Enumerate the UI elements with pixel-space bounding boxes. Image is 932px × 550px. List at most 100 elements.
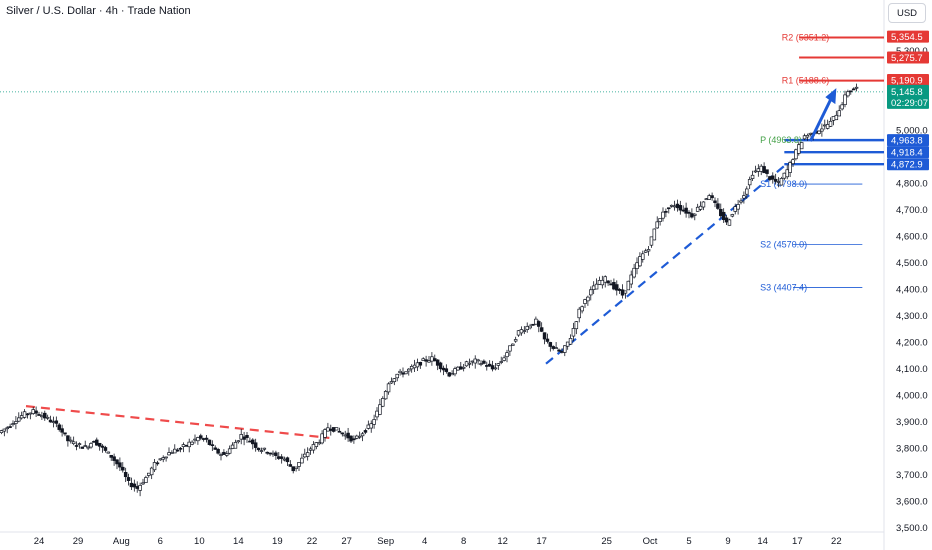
candle-up [389,381,394,384]
candle-up [2,428,7,432]
candle-down [256,447,261,451]
candle-up [236,440,241,443]
candle-up [412,364,417,369]
candle-up [658,218,662,222]
candle-up [742,195,746,199]
countdown-label: 02:29:07 [891,98,928,109]
y-tick-label: 4,200.0 [896,338,928,349]
candle-down [849,90,853,93]
candle-up [473,358,477,364]
candle-down [132,483,137,488]
candle-down [129,482,134,488]
candle-up [727,219,732,226]
candle-down [216,448,220,454]
candle-up [603,276,607,283]
candle-up [225,453,229,456]
arrow-head [825,88,837,105]
candle-up [141,482,145,485]
candle-up [635,262,639,269]
candle-up [196,437,200,442]
candle-up [513,339,518,342]
candle-down [118,462,122,468]
candle-up [271,452,275,455]
candle-up [508,345,512,352]
candle-down [768,176,772,180]
candle-up [586,296,590,302]
candle-down [95,439,99,446]
candle-down [675,203,680,209]
candle-up [31,409,35,414]
trendlines [25,161,790,440]
x-tick-label: 22 [307,536,318,547]
x-tick-label: 17 [792,536,803,547]
candle-up [649,236,654,246]
x-tick-label: Sep [377,536,394,547]
candle-up [493,367,498,370]
candle-down [43,412,47,419]
candle-up [147,472,151,476]
arrow-shaft [808,95,834,142]
candle-up [456,366,460,371]
candle-up [802,135,807,140]
candle-down [285,457,290,463]
time-axis[interactable]: 24 29 Aug 6 10 14 19 22 27 Sep 4 8 12 17 25 Oct 5 9 14 17 22 [34,536,842,547]
current-price-label: 5,145.8 [891,87,923,98]
candle-down [54,420,59,424]
candle-down [539,327,544,332]
price-tags: 5,354.5 5,275.7 5,190.9 4,963.84,918.44,872… [887,30,929,171]
candle-down [773,178,778,182]
level-label: S3 (4407.4) [760,283,807,293]
price-axis[interactable]: 3,500.0 3,600.0 3,700.0 3,800.0 3,900.0 4,000… [896,46,928,534]
candle-down [771,175,775,180]
candle-up [89,443,93,448]
candle-up [40,415,44,418]
candle-down [103,447,108,451]
candle-up [563,345,567,353]
candle-up [828,120,833,127]
candle-up [629,274,633,285]
price-tag-label: 4,918.4 [891,148,923,159]
candle-up [788,162,792,173]
candle-up [817,130,821,134]
candle-up [430,356,434,362]
level-label: P (4963.8) [760,135,802,145]
candle-up [805,134,810,138]
candle-down [175,449,180,452]
candle-down [74,445,79,447]
candle-up [577,308,581,319]
candle-down [551,346,555,349]
candle-up [580,306,584,312]
candle-up [158,458,163,461]
price-tag [887,146,929,159]
candle-up [739,200,743,203]
y-tick-label: 4,600.0 [896,232,928,243]
candle-up [707,195,711,200]
candle-up [701,201,706,208]
candle-down [210,444,215,447]
down-trendline [25,405,330,440]
candle-up [375,410,379,418]
candle-up [282,458,287,461]
candle-up [294,466,298,469]
y-tick-label: 3,600.0 [896,497,928,508]
x-tick-label: Aug [113,536,130,547]
level-label: S2 (4570.0) [760,239,807,249]
price-tag [887,51,929,64]
candle-up [22,411,27,418]
grid [0,0,885,550]
candle-up [5,427,9,430]
candle-down [274,452,278,456]
candle-up [381,398,385,407]
candle-up [86,446,90,449]
candle-up [655,221,659,229]
candle-up [355,435,359,439]
candle-down [667,207,671,210]
candle-down [459,366,463,370]
candle-down [851,88,856,91]
candle-up [733,206,737,212]
currency-button[interactable]: USD [888,3,926,23]
candle-up [600,279,605,286]
candle-down [8,426,12,428]
x-tick-label: 19 [272,536,283,547]
